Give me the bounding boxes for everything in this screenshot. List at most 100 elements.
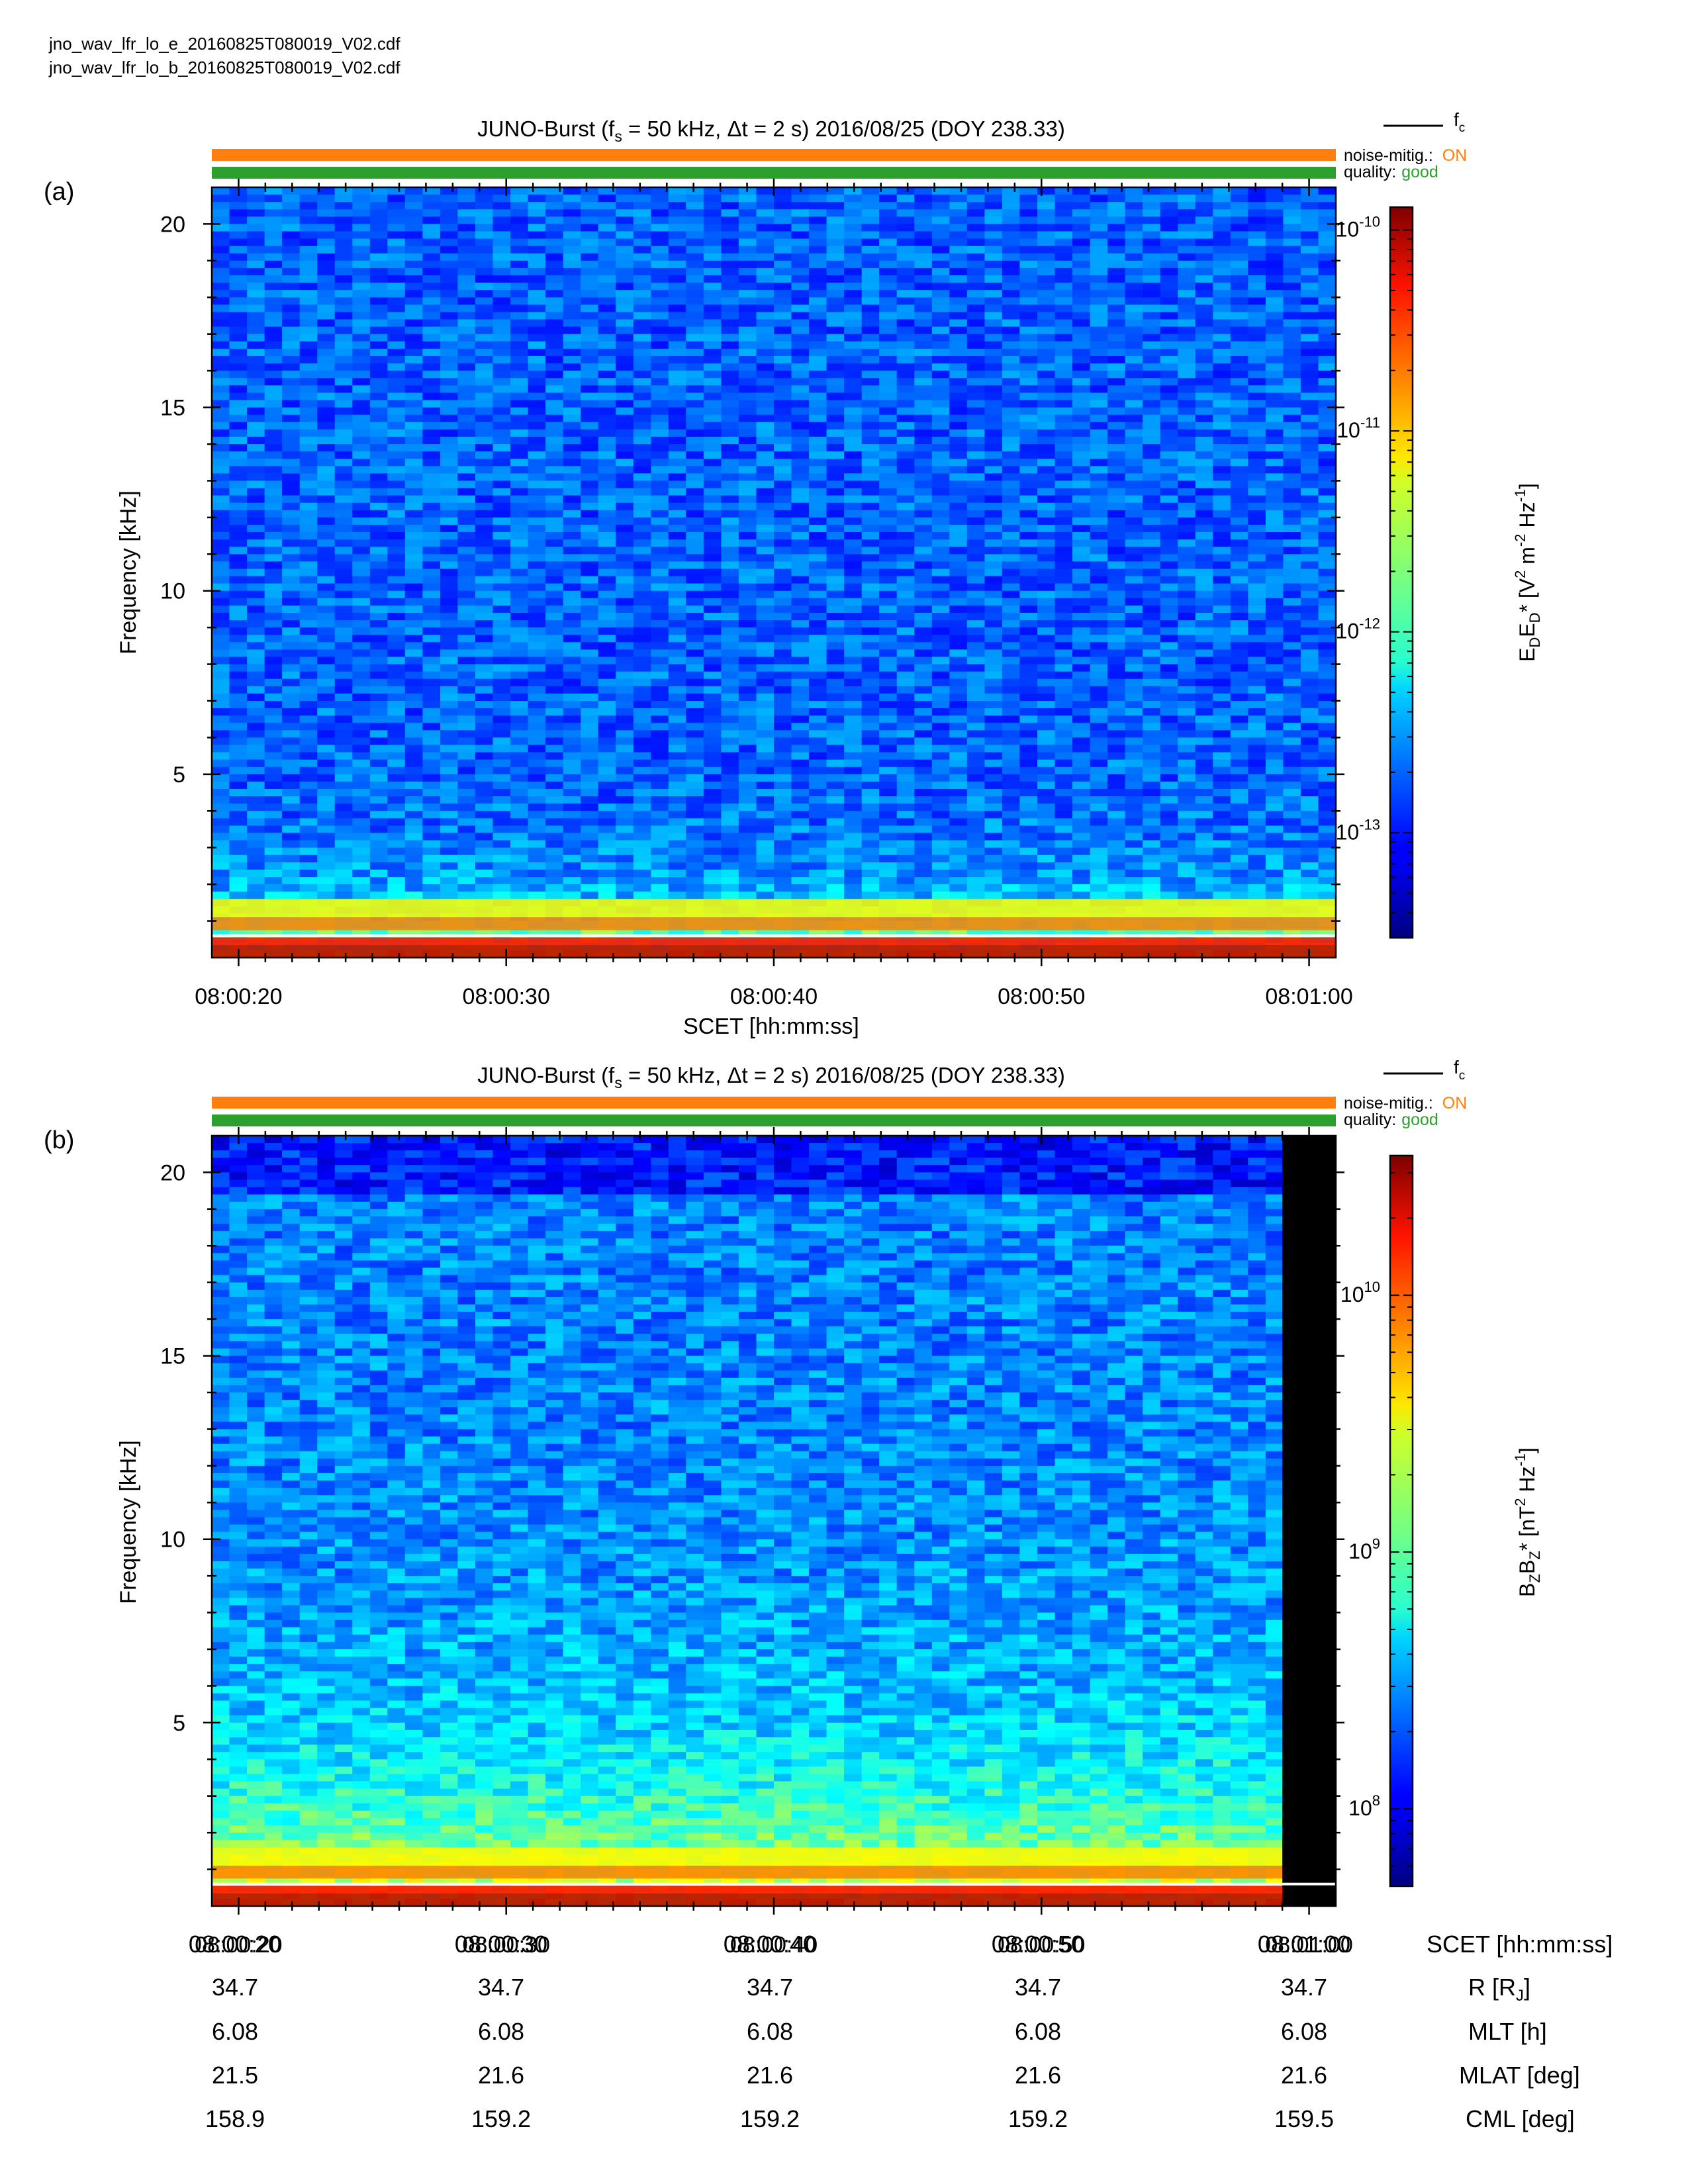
spectrogram-cell [1195, 297, 1213, 305]
spectrogram-cell [703, 708, 722, 716]
spectrogram-cell [510, 231, 529, 240]
spectrogram-cell [756, 246, 774, 254]
spectrogram-cell [545, 231, 564, 240]
spectrogram-cell [1125, 260, 1143, 269]
spectrogram-cell [1019, 752, 1038, 760]
spectrogram-cell [404, 297, 423, 305]
spectrogram-cell [633, 708, 651, 716]
spectrogram-cell [1072, 378, 1091, 386]
spectrogram-cell [738, 657, 757, 665]
spectrogram-cell [317, 678, 336, 687]
spectrogram-cell [475, 312, 494, 320]
spectrogram-cell [844, 649, 863, 658]
spectrogram-cell [299, 334, 318, 342]
spectrogram-cell [1107, 510, 1126, 518]
spectrogram-cell [440, 216, 458, 224]
spectrogram-cell [826, 569, 845, 577]
spectrogram-cell [1002, 224, 1020, 232]
spectrogram-cell [299, 627, 318, 635]
spectrogram-cell [1300, 488, 1319, 496]
spectrogram-cell [1019, 283, 1038, 291]
spectrogram-cell [440, 605, 458, 614]
spectrogram-cell [1195, 348, 1213, 357]
spectrogram-cell [212, 671, 230, 680]
spectrogram-cell [475, 737, 494, 746]
spectrogram-cell [1283, 202, 1301, 210]
spectrogram-cell [949, 664, 968, 672]
spectrogram-cell [440, 678, 458, 687]
spectrogram-cell [212, 334, 230, 342]
spectrogram-cell [966, 334, 985, 342]
spectrogram-cell [949, 620, 968, 628]
spectrogram-cell [1230, 363, 1248, 371]
spectrogram-cell [404, 539, 423, 547]
spectrogram-cell [457, 517, 476, 525]
spectrogram-cell [791, 356, 810, 364]
panel-a-spectrogram [212, 187, 1336, 958]
spectrogram-cell [931, 290, 950, 298]
spectrogram-cell [369, 583, 388, 592]
spectrogram-cell [1178, 407, 1196, 416]
spectrogram-cell [756, 187, 774, 195]
spectrogram-cell [1248, 635, 1266, 643]
spectrogram-cell [1002, 414, 1020, 423]
spectrogram-cell [1090, 216, 1108, 224]
spectrogram-cell [492, 429, 511, 437]
spectrogram-cell [299, 569, 318, 577]
spectrogram-cell [282, 392, 301, 401]
spectrogram-cell [212, 488, 230, 496]
spectrogram-cell [581, 444, 599, 452]
spectrogram-cell [422, 590, 441, 599]
spectrogram-cell [686, 224, 704, 232]
spectrogram-cell [896, 209, 915, 217]
spectrogram-cell [1019, 385, 1038, 393]
spectrogram-cell [931, 671, 950, 680]
spectrogram-cell [1213, 488, 1231, 496]
spectrogram-cell [563, 429, 581, 437]
spectrogram-cell [1055, 495, 1073, 504]
spectrogram-cell [738, 414, 757, 423]
spectrogram-cell [1300, 620, 1319, 628]
spectrogram-cell [1160, 436, 1178, 445]
spectrogram-cell [949, 392, 968, 401]
spectrogram-cell [1248, 480, 1266, 489]
spectrogram-cell [247, 385, 265, 393]
spectrogram-cell [756, 422, 774, 430]
spectrogram-cell [896, 459, 915, 467]
spectrogram-cell [299, 745, 318, 753]
spectrogram-cell [299, 385, 318, 393]
spectrogram-cell [404, 195, 423, 203]
file-list: jno_wav_lfr_lo_e_20160825T080019_V02.cdf… [49, 32, 400, 79]
spectrogram-cell [334, 488, 353, 496]
spectrogram-cell [563, 304, 581, 313]
spectrogram-cell [686, 569, 704, 577]
spectrogram-cell [457, 341, 476, 349]
spectrogram-cell [528, 195, 546, 203]
spectrogram-cell [931, 532, 950, 540]
spectrogram-cell [1213, 414, 1231, 423]
spectrogram-cell [809, 539, 827, 547]
spectrogram-cell [299, 216, 318, 224]
spectrogram-cell [492, 657, 511, 665]
spectrogram-cell [1160, 495, 1178, 504]
spectrogram-cell [651, 708, 669, 716]
spectrogram-cell [387, 708, 406, 716]
spectrogram-cell [352, 671, 371, 680]
spectrogram-cell [1002, 202, 1020, 210]
spectrogram-cell [703, 715, 722, 723]
spectrogram-cell [1195, 231, 1213, 240]
spectrogram-cell [1213, 283, 1231, 291]
spectrogram-cell [457, 502, 476, 511]
spectrogram-cell [282, 598, 301, 606]
spectrogram-cell [299, 202, 318, 210]
spectrogram-cell [440, 598, 458, 606]
spectrogram-cell [1160, 290, 1178, 298]
spectrogram-cell [1213, 378, 1231, 386]
spectrogram-cell [1143, 620, 1161, 628]
spectrogram-cell [1125, 723, 1143, 731]
spectrogram-cell [404, 363, 423, 371]
spectrogram-cell [404, 708, 423, 716]
spectrogram-cell [879, 290, 898, 298]
spectrogram-cell [1107, 407, 1126, 416]
spectrogram-cell [422, 371, 441, 379]
